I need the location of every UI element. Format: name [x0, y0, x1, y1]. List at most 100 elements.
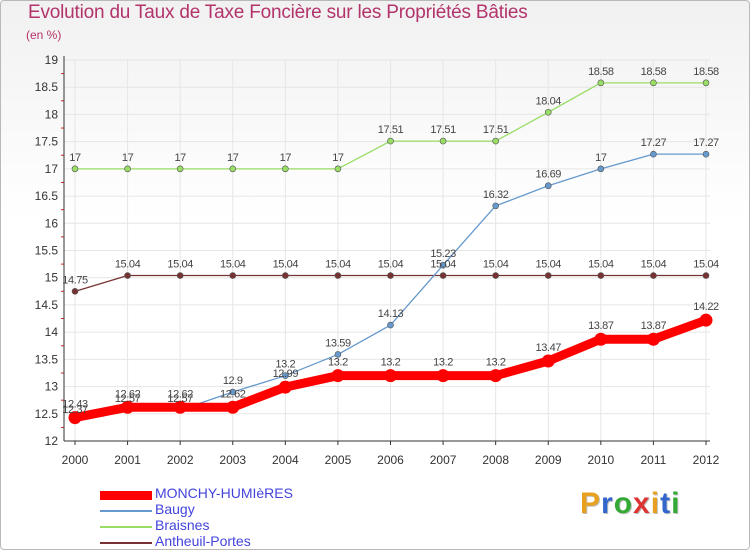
data-point-braisnes — [439, 137, 447, 145]
data-point-antheuil-portes — [702, 272, 710, 279]
data-label-layer: 17 17 17 17 17 17 17.51 17.51 17.51 18.04 18.58 18.… — [62, 66, 719, 416]
data-point-baugy — [597, 165, 605, 173]
y-tick-label: 14.5 — [35, 298, 59, 312]
data-point-baugy — [492, 202, 499, 210]
data-label-baugy: 13.2 — [275, 359, 295, 371]
legend-swatch-baugy — [100, 510, 152, 512]
y-tick-label: 16.5 — [35, 189, 59, 203]
data-point-antheuil-portes — [650, 272, 657, 279]
data-label-antheuil-portes: 15.04 — [167, 259, 193, 271]
data-point-braisnes — [387, 137, 394, 145]
data-point-braisnes — [176, 165, 184, 173]
logo-letter: x — [633, 487, 651, 520]
y-tick-label: 13 — [45, 380, 59, 394]
data-point-baugy — [439, 261, 447, 269]
data-label-antheuil-portes: 15.04 — [220, 259, 246, 271]
data-point-braisnes — [702, 79, 710, 87]
x-tick-label: 2001 — [114, 453, 141, 467]
data-point-baugy — [334, 351, 342, 358]
data-label-braisnes: 17.51 — [378, 124, 404, 136]
y-tick-label: 17 — [45, 162, 59, 176]
data-label-baugy: 12.57 — [115, 393, 141, 405]
logo-letter: i — [650, 487, 661, 520]
logo-letter: P — [580, 487, 602, 520]
chart-title: Evolution du Taux de Taxe Foncière sur l… — [28, 2, 528, 23]
y-tick-label: 15.5 — [35, 244, 59, 258]
data-label-braisnes: 18.04 — [535, 95, 561, 107]
data-label-antheuil-portes: 14.75 — [62, 274, 88, 286]
data-point-braisnes — [597, 79, 605, 87]
data-point-monchy-humi-res — [384, 369, 397, 383]
data-label-baugy: 17 — [595, 152, 607, 164]
data-point-monchy-humi-res — [173, 400, 187, 414]
y-tick-label: 14 — [45, 325, 59, 339]
data-point-monchy-humi-res — [226, 400, 240, 414]
data-point-baugy — [702, 150, 710, 158]
data-label-baugy: 12.57 — [167, 393, 193, 405]
series-layer — [68, 79, 713, 425]
data-label-monchy-humi-res: 13.87 — [641, 320, 667, 332]
data-label-antheuil-portes: 15.04 — [693, 259, 719, 271]
data-point-braisnes — [124, 165, 131, 173]
y-tick-label: 15 — [45, 271, 59, 285]
data-label-braisnes: 18.58 — [693, 66, 719, 78]
x-tick-label: 2009 — [535, 453, 562, 467]
data-label-antheuil-portes: 15.04 — [378, 259, 404, 271]
data-label-braisnes: 17 — [174, 152, 186, 164]
data-label-antheuil-portes: 15.04 — [483, 259, 509, 271]
data-point-antheuil-portes — [229, 272, 237, 279]
x-tick-label: 2004 — [272, 453, 299, 467]
data-point-baugy — [229, 388, 237, 396]
data-point-baugy — [282, 372, 289, 379]
data-point-monchy-humi-res — [436, 369, 450, 383]
data-label-baugy: 16.69 — [535, 169, 561, 181]
data-point-antheuil-portes — [176, 272, 184, 279]
data-label-antheuil-portes: 15.04 — [641, 259, 667, 271]
data-label-braisnes: 17 — [280, 152, 292, 164]
data-point-antheuil-portes — [492, 272, 499, 279]
y-tick-label: 12.5 — [35, 407, 59, 421]
data-label-baugy: 17.27 — [693, 137, 719, 149]
data-label-monchy-humi-res: 12.99 — [273, 368, 299, 380]
data-label-baugy: 13.59 — [325, 337, 351, 349]
data-label-braisnes: 18.58 — [588, 66, 614, 78]
x-tick-label: 2002 — [167, 453, 194, 467]
data-label-monchy-humi-res: 12.62 — [115, 388, 141, 400]
data-label-antheuil-portes: 15.04 — [430, 259, 456, 271]
data-point-braisnes — [229, 165, 237, 173]
data-label-antheuil-portes: 15.04 — [535, 259, 561, 271]
data-point-antheuil-portes — [544, 272, 552, 279]
y-tick-label: 18.5 — [35, 80, 59, 94]
data-point-antheuil-portes — [71, 288, 79, 295]
legend-swatch-braisnes — [100, 526, 152, 528]
y-tick-label: 13.5 — [35, 352, 59, 366]
data-label-monchy-humi-res: 13.87 — [588, 320, 614, 332]
data-label-monchy-humi-res: 13.2 — [486, 357, 506, 369]
data-label-antheuil-portes: 15.04 — [325, 259, 351, 271]
data-label-monchy-humi-res: 12.62 — [167, 388, 193, 400]
data-label-braisnes: 17.51 — [430, 124, 456, 136]
data-label-baugy: 12.37 — [62, 404, 88, 416]
legend-swatch-monchy — [100, 491, 152, 500]
x-tick-label: 2008 — [482, 453, 509, 467]
x-tick-label: 2005 — [325, 453, 352, 467]
data-point-monchy-humi-res — [646, 332, 660, 346]
data-label-monchy-humi-res: 12.43 — [62, 399, 88, 411]
data-point-baugy — [544, 182, 552, 190]
data-label-baugy: 12.9 — [223, 375, 243, 387]
data-point-braisnes — [334, 165, 342, 173]
legend-label-monchy: MONCHY-HUMIèRES — [155, 485, 293, 501]
data-point-antheuil-portes — [387, 272, 394, 279]
x-tick-label: 2003 — [219, 453, 246, 467]
data-point-antheuil-portes — [282, 272, 289, 279]
legend-swatch-antheuil — [100, 542, 152, 544]
data-label-monchy-humi-res: 13.47 — [535, 342, 561, 354]
data-point-braisnes — [650, 79, 657, 87]
data-label-antheuil-portes: 15.04 — [273, 259, 299, 271]
data-label-braisnes: 18.58 — [641, 66, 667, 78]
data-point-baugy — [387, 321, 394, 329]
x-tick-label: 2006 — [377, 453, 404, 467]
y-tick-label: 12 — [45, 434, 59, 448]
data-point-braisnes — [71, 165, 79, 173]
data-label-monchy-humi-res: 12.62 — [220, 388, 246, 400]
